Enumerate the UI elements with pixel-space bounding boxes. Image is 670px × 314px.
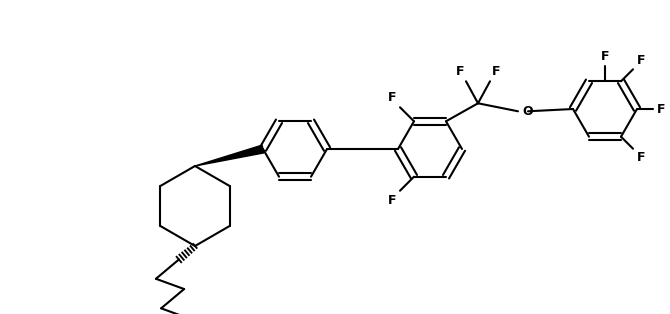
Text: F: F bbox=[637, 151, 645, 164]
Text: F: F bbox=[601, 50, 609, 63]
Text: F: F bbox=[387, 194, 396, 207]
Text: F: F bbox=[492, 65, 500, 78]
Text: O: O bbox=[522, 105, 533, 118]
Text: F: F bbox=[456, 65, 464, 78]
Text: F: F bbox=[637, 54, 645, 67]
Text: F: F bbox=[387, 91, 396, 104]
Text: F: F bbox=[657, 102, 665, 116]
Polygon shape bbox=[195, 145, 264, 166]
